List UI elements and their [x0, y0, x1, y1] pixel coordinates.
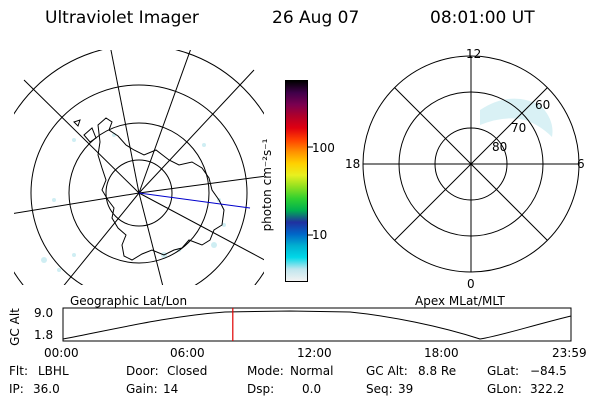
altitude-ylabel: GC Alt [8, 308, 22, 346]
mlt-label-6: 6 [577, 157, 585, 171]
mlt-label-12: 12 [466, 47, 482, 61]
info-flt-key: Flt: [9, 364, 28, 378]
info-ip-key: IP: [9, 382, 24, 396]
altitude-ytick-min: 1.8 [34, 328, 54, 342]
geographic-map [14, 50, 264, 285]
antarctica-coastline [97, 117, 225, 261]
colorbar-axis-label: photon cm⁻²s⁻¹ [260, 138, 274, 232]
mlat-label-70: 70 [511, 121, 527, 135]
mlat-label-80: 80 [492, 140, 508, 154]
info-mode-value: Normal [290, 364, 334, 378]
info-seq-key: Seq: [366, 382, 393, 396]
info-mode-key: Mode: [247, 364, 284, 378]
colorbar-tick-10: 10 [312, 228, 328, 242]
info-seq-value: 39 [398, 382, 414, 396]
island-outline [83, 127, 97, 143]
colorbar-gradient [286, 81, 307, 281]
left-panel-caption: Geographic Lat/Lon [70, 294, 188, 308]
app-title: Ultraviolet Imager [45, 8, 199, 28]
time-label: 08:01:00 UT [430, 8, 535, 28]
altitude-plot [62, 307, 572, 342]
altitude-xtick-0: 00:00 [44, 346, 79, 360]
date-label: 26 Aug 07 [272, 8, 360, 28]
altitude-curve [62, 310, 572, 340]
altitude-plot-frame [62, 307, 572, 342]
island-outline [73, 119, 81, 127]
satellite-track [138, 192, 251, 209]
info-gcalt-key: GC Alt: [366, 364, 408, 378]
mlt-label-18: 18 [345, 157, 361, 171]
altitude-xtick-2: 12:00 [297, 346, 332, 360]
info-gcalt-value: 8.8 Re [418, 364, 457, 378]
altitude-xtick-3: 18:00 [424, 346, 459, 360]
info-glat-key: GLat: [487, 364, 520, 378]
mlat-label-60: 60 [535, 98, 551, 112]
altitude-xtick-1: 06:00 [170, 346, 205, 360]
latitude-ring-outer [30, 84, 248, 285]
info-glat-value: −84.5 [530, 364, 567, 378]
info-glon-value: 322.2 [530, 382, 565, 396]
info-dsp-value: 0.0 [302, 382, 322, 396]
altitude-xtick-4: 23:59 [552, 346, 587, 360]
info-glon-key: GLon: [487, 382, 522, 396]
info-dsp-key: Dsp: [247, 382, 275, 396]
right-panel-caption: Apex MLat/MLT [415, 294, 505, 308]
info-gain-key: Gain: [126, 382, 158, 396]
aurora-speckle [480, 98, 553, 137]
info-door-key: Door: [126, 364, 159, 378]
mlt-label-0: 0 [467, 277, 475, 291]
latitude-ring-mid [68, 122, 210, 264]
info-door-value: Closed [167, 364, 208, 378]
altitude-ytick-max: 9.0 [34, 306, 54, 320]
aurora-speckle [41, 133, 226, 272]
info-gain-value: 14 [163, 382, 179, 396]
info-flt-value: LBHL [38, 364, 69, 378]
magnetic-polar-plot [362, 55, 580, 273]
colorbar-tick-100: 100 [312, 141, 335, 155]
latitude-ring-inner [105, 159, 173, 227]
colorbar [285, 80, 308, 282]
colorbar-tick-marks [308, 146, 313, 236]
info-ip-value: 36.0 [33, 382, 60, 396]
